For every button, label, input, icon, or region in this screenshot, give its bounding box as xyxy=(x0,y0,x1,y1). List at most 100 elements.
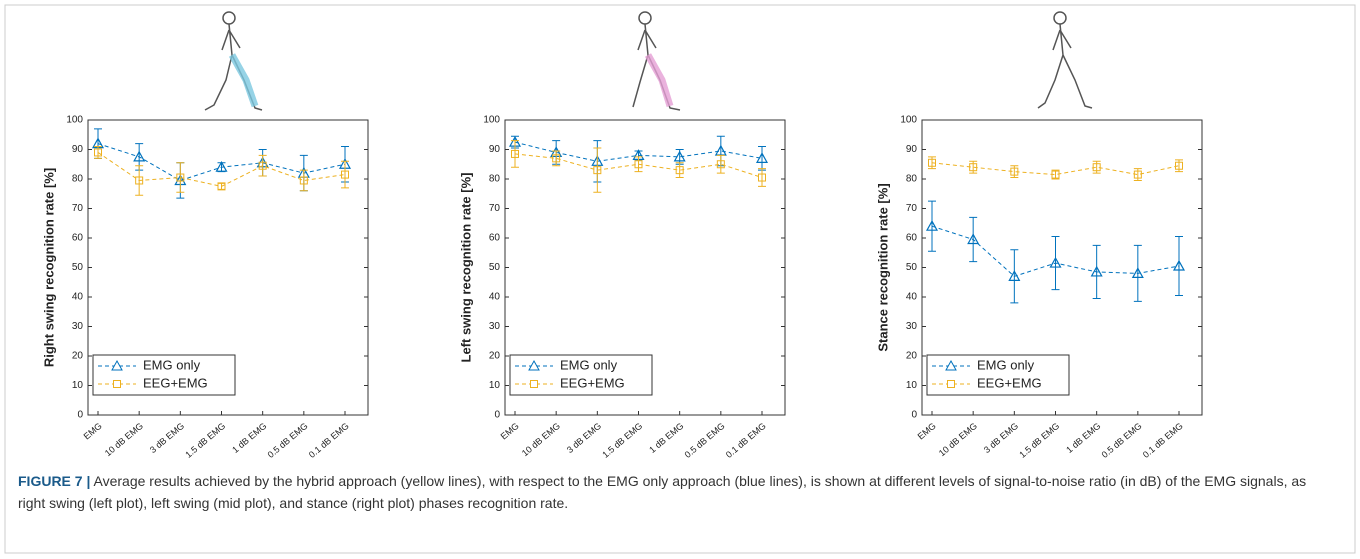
y-axis-label: Stance recognition rate [%] xyxy=(875,183,890,351)
y-tick-label: 30 xyxy=(72,321,84,332)
marker xyxy=(634,160,643,169)
legend-marker xyxy=(113,380,121,388)
y-tick-label: 80 xyxy=(72,174,84,185)
marker xyxy=(133,150,146,162)
legend-label: EMG only xyxy=(977,357,1035,372)
y-tick-label: 100 xyxy=(483,115,500,126)
marker xyxy=(511,149,519,158)
legend-marker xyxy=(530,380,538,388)
error-bar xyxy=(511,140,519,168)
y-tick-label: 100 xyxy=(900,115,917,126)
x-tick-label: 0.5 dB EMG xyxy=(1100,421,1144,460)
error-bar xyxy=(341,160,349,189)
error-bar xyxy=(1051,169,1060,180)
y-tick-label: 90 xyxy=(906,144,918,155)
y-tick-label: 70 xyxy=(489,203,501,214)
y-tick-label: 50 xyxy=(906,262,918,273)
y-tick-label: 70 xyxy=(906,203,918,214)
error-bar xyxy=(928,200,936,252)
y-tick-label: 80 xyxy=(489,174,501,185)
x-tick-label: 3 dB EMG xyxy=(565,421,603,455)
marker xyxy=(967,233,980,245)
error-bar xyxy=(758,168,766,187)
legend-label: EEG+EMG xyxy=(977,375,1042,390)
error-bar xyxy=(675,162,684,179)
marker xyxy=(215,160,228,172)
y-tick-label: 50 xyxy=(489,262,501,273)
y-tick-label: 0 xyxy=(494,410,500,421)
marker xyxy=(1008,270,1021,281)
caption-text: Average results achieved by the hybrid a… xyxy=(18,473,1307,511)
error-bar xyxy=(1010,249,1019,304)
y-tick-label: 10 xyxy=(72,380,84,391)
marker xyxy=(716,160,725,169)
error-bar xyxy=(969,216,978,263)
y-tick-label: 0 xyxy=(77,410,83,421)
legend-label: EEG+EMG xyxy=(560,375,625,390)
y-tick-label: 100 xyxy=(66,115,83,126)
figure-frame xyxy=(4,4,1356,554)
error-bar xyxy=(593,147,602,193)
legend-label: EMG only xyxy=(143,357,201,372)
y-tick-label: 20 xyxy=(72,351,84,362)
error-bar xyxy=(217,182,226,190)
x-tick-label: 0.5 dB EMG xyxy=(683,421,727,460)
x-tick-label: 10 dB EMG xyxy=(937,421,979,459)
x-tick-label: 10 dB EMG xyxy=(103,421,145,459)
y-tick-label: 60 xyxy=(906,233,918,244)
y-axis-label: Left swing recognition rate [%] xyxy=(458,173,473,363)
marker xyxy=(593,166,602,175)
marker xyxy=(673,150,686,162)
marker xyxy=(1049,256,1062,268)
marker xyxy=(675,166,684,175)
x-tick-label: 1 dB EMG xyxy=(1064,421,1102,455)
marker xyxy=(928,158,936,167)
y-tick-label: 40 xyxy=(72,292,84,303)
legend-marker xyxy=(945,359,957,371)
y-tick-label: 20 xyxy=(906,351,918,362)
x-tick-label: 1 dB EMG xyxy=(230,421,268,455)
caption: FIGURE 7 | Average results achieved by t… xyxy=(18,470,1318,514)
y-tick-label: 20 xyxy=(489,351,501,362)
y-tick-label: 70 xyxy=(72,203,84,214)
marker xyxy=(1092,163,1101,172)
marker xyxy=(1172,259,1186,271)
marker xyxy=(1090,265,1103,277)
x-tick-label: 3 dB EMG xyxy=(148,421,186,455)
marker xyxy=(969,163,978,172)
x-tick-label: 0.1 dB EMG xyxy=(1141,421,1185,460)
error-bar xyxy=(176,162,185,193)
y-tick-label: 50 xyxy=(72,262,84,273)
legend-marker xyxy=(528,359,540,371)
marker xyxy=(1175,161,1183,170)
error-bar xyxy=(634,156,643,173)
legend-label: EEG+EMG xyxy=(143,375,208,390)
x-tick-label: 1 dB EMG xyxy=(647,421,685,455)
y-tick-label: 30 xyxy=(489,321,501,332)
x-tick-label: 3 dB EMG xyxy=(982,421,1020,455)
marker xyxy=(1131,267,1144,278)
marker xyxy=(755,152,769,163)
marker xyxy=(552,154,561,163)
marker xyxy=(341,170,349,179)
error-bar xyxy=(1133,244,1142,302)
marker xyxy=(299,176,308,185)
legend-marker xyxy=(947,380,955,388)
marker xyxy=(135,176,144,185)
error-bar xyxy=(1092,244,1101,299)
x-tick-label: 0.1 dB EMG xyxy=(307,421,351,460)
error-bar xyxy=(716,154,725,174)
x-tick-label: 1.5 dB EMG xyxy=(183,421,227,460)
marker xyxy=(1133,170,1142,179)
error-bar xyxy=(1051,236,1060,291)
x-tick-label: 10 dB EMG xyxy=(520,421,562,459)
y-tick-label: 60 xyxy=(489,233,501,244)
marker xyxy=(925,219,939,231)
x-tick-label: 0.5 dB EMG xyxy=(266,421,310,460)
y-tick-label: 40 xyxy=(489,292,501,303)
marker xyxy=(176,173,185,182)
legend-marker xyxy=(111,359,123,371)
x-tick-label: EMG xyxy=(916,421,938,442)
